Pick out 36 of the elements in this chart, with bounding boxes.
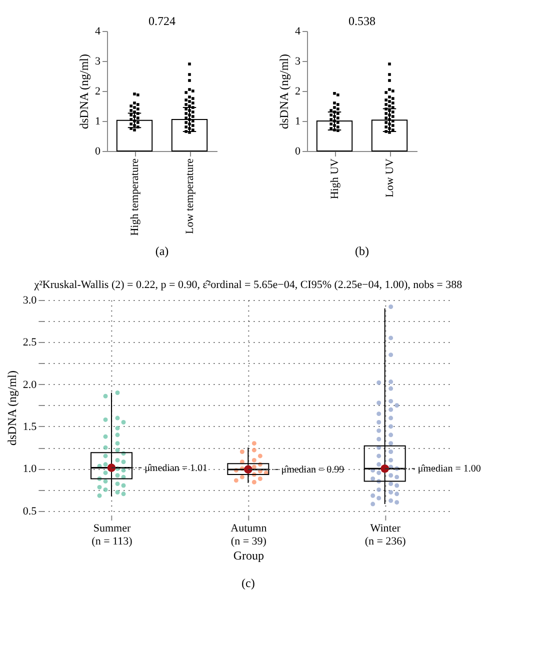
x-tick-label: Low temperature [184, 158, 196, 234]
y-tick-label: 3.0 [22, 294, 38, 306]
annotation: μ̂median = 0.99 [281, 464, 344, 476]
y-tick-label: 0 [295, 146, 301, 158]
y-tick-label: 0 [95, 146, 101, 158]
x-tick-label: High temperature [129, 158, 141, 236]
text: 0.538 [348, 14, 376, 28]
x-tick-label: High UV [329, 158, 341, 200]
y-tick-label: 0.5 [22, 505, 38, 518]
text: 0.724 [148, 14, 176, 28]
x-tick-label: Low UV [384, 158, 396, 198]
x-tick-label: Summer (n = 113) [92, 522, 133, 548]
y-tick-label: 2 [95, 86, 100, 98]
y-tick-label: 1 [95, 116, 100, 128]
y-axis-title: dsDNA (ng/ml) [277, 54, 291, 129]
y-axis-title: dsDNA (ng/ml) [4, 370, 19, 446]
y-tick-label: 2.0 [22, 378, 38, 391]
chart-title: χ²Kruskal-Wallis (2) = 0.22, p = 0.90, ε̂²ordinal = 5.65e−04, CI95% (2.25e−04, 1.00), nobs = 388 [33, 279, 463, 291]
y-tick-label: 4 [295, 26, 301, 38]
x-tick-label: Autumn (n = 39) [230, 522, 268, 548]
y-tick-label: 3 [295, 56, 301, 68]
x-tick-label: Winter (n = 236) [364, 522, 406, 548]
y-tick-label: 1.5 [22, 420, 38, 433]
x-axis-title: Group [233, 548, 264, 562]
text: (b) [355, 244, 369, 258]
y-tick-label: 2 [295, 86, 300, 98]
y-tick-label: 1.0 [22, 463, 38, 476]
y-axis-title: dsDNA (ng/ml) [77, 54, 91, 129]
text: (a) [155, 244, 169, 258]
annotation: μ̂median = 1.01 [144, 462, 208, 474]
y-tick-label: 4 [95, 26, 101, 38]
y-tick-label: 3 [95, 56, 101, 68]
text: (c) [242, 576, 255, 590]
y-tick-label: 2.5 [22, 336, 38, 349]
annotation: μ̂median = 1.00 [418, 464, 481, 475]
y-tick-label: 1 [295, 116, 300, 128]
